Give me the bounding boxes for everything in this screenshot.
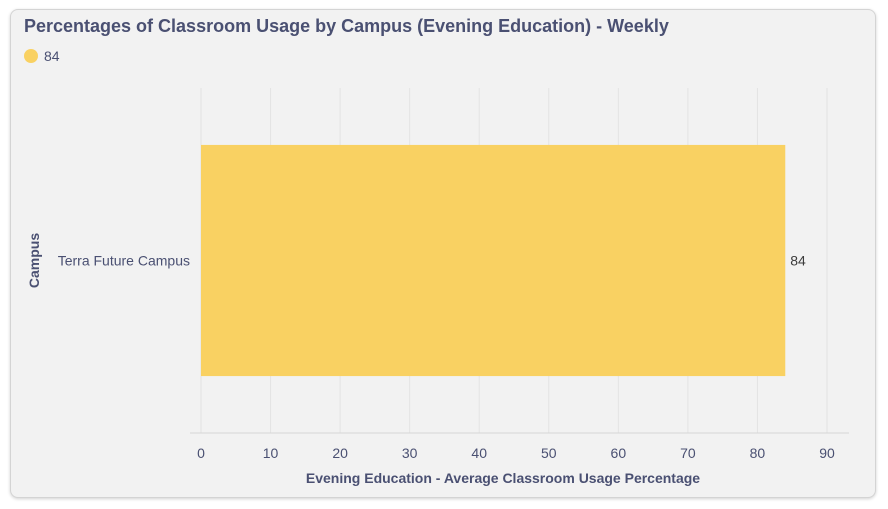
y-tick-label: Terra Future Campus xyxy=(58,253,190,269)
x-tick-label: 60 xyxy=(611,445,627,461)
bars xyxy=(201,144,786,377)
bar[interactable] xyxy=(201,144,786,377)
x-tick-labels: 0 10 20 30 40 50 60 70 80 90 xyxy=(197,445,835,461)
legend-swatch xyxy=(24,49,38,63)
x-tick-label: 80 xyxy=(750,445,766,461)
legend[interactable]: 84 xyxy=(24,48,60,64)
x-tick-label: 0 xyxy=(197,445,205,461)
data-labels: 84 xyxy=(790,253,806,269)
y-axis-title: Campus xyxy=(26,233,42,288)
chart-title: Percentages of Classroom Usage by Campus… xyxy=(24,16,669,36)
x-tick-label: 10 xyxy=(263,445,279,461)
data-label: 84 xyxy=(790,253,806,269)
x-tick-label: 70 xyxy=(680,445,696,461)
x-tick-label: 20 xyxy=(332,445,348,461)
x-tick-label: 90 xyxy=(819,445,835,461)
x-tick-label: 40 xyxy=(471,445,487,461)
legend-label: 84 xyxy=(44,48,60,64)
x-tick-label: 30 xyxy=(402,445,418,461)
x-axis-title: Evening Education - Average Classroom Us… xyxy=(306,470,700,486)
y-tick-labels: Terra Future Campus xyxy=(58,253,190,269)
x-tick-label: 50 xyxy=(541,445,557,461)
